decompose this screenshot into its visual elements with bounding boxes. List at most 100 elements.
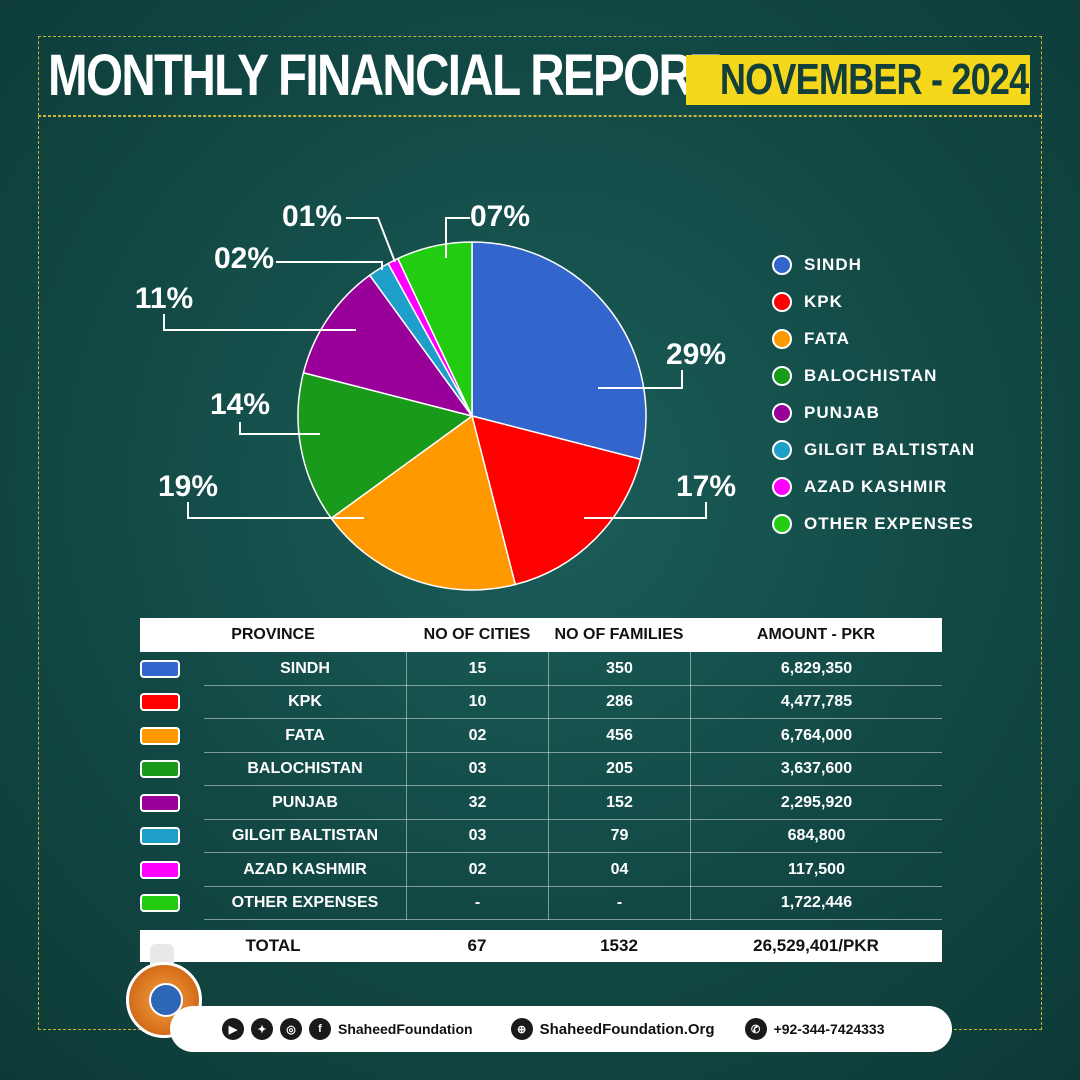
chart-legend: SINDH KPK FATA BALOCHISTAN PUNJAB GILGIT BALT… — [772, 246, 975, 542]
table-row: OTHER EXPENSES - -1,722,446 — [140, 886, 942, 921]
table-row: GILGIT BALTISTAN 03 79 684,800 — [140, 819, 942, 854]
leader-line — [598, 370, 683, 389]
color-swatch — [140, 793, 180, 812]
families-cell: 456 — [548, 719, 690, 753]
leader-line — [163, 314, 356, 331]
pie-slice-balochistan — [297, 371, 474, 520]
province-cell: AZAD KASHMIR — [140, 853, 406, 887]
province-cell: OTHER EXPENSES — [140, 887, 406, 921]
facebook-icon[interactable]: f — [309, 1018, 331, 1040]
cities-cell: 03 — [406, 752, 548, 786]
amount-cell: 1,722,446 — [690, 886, 942, 920]
phone-icon: ✆ — [744, 1018, 767, 1040]
province-name: SINDH — [280, 659, 330, 677]
pie-chart: 29% 17% 19% 14% 11% 02%01% 07% — [135, 200, 736, 591]
header-families: NO OF FAMILIES — [554, 626, 684, 643]
percent-label: 02% — [214, 242, 274, 275]
total-label: TOTAL — [245, 936, 301, 955]
pie-slice-punjab — [302, 274, 474, 418]
instagram-icon[interactable]: ◎ — [280, 1018, 302, 1040]
province-cell: GILGIT BALTISTAN — [140, 820, 406, 854]
leader-line — [276, 261, 383, 270]
color-swatch — [140, 860, 180, 879]
cities-cell: 15 — [406, 652, 548, 686]
amount-cell: 2,295,920 — [690, 786, 942, 820]
color-swatch — [140, 693, 180, 712]
province-name: KPK — [288, 693, 322, 711]
percent-label: 29% — [666, 338, 726, 371]
table-header: PROVINCE NO OF CITIES NO OF FAMILIES AMO… — [140, 618, 942, 652]
financial-table: PROVINCE NO OF CITIES NO OF FAMILIES AMO… — [140, 618, 942, 962]
leader-line — [187, 502, 364, 519]
twitter-icon[interactable]: ✦ — [251, 1018, 273, 1040]
table-total-row: TOTAL 67 1532 26,529,401/PKR — [140, 930, 942, 962]
legend-swatch — [772, 328, 792, 349]
header-province: PROVINCE — [231, 626, 315, 643]
color-swatch — [140, 760, 180, 779]
legend-label: GILGIT BALTISTAN — [804, 439, 976, 459]
province-name: AZAD KASHMIR — [243, 860, 367, 878]
legend-swatch — [772, 513, 792, 534]
legend-swatch — [772, 476, 792, 497]
amount-cell: 6,764,000 — [690, 719, 942, 753]
social-handle[interactable]: ShaheedFoundation — [338, 1021, 473, 1037]
amount-cell: 3,637,600 — [690, 752, 942, 786]
province-cell: KPK — [140, 686, 406, 720]
phone-group: ✆ +92-344-7424333 — [744, 1018, 885, 1040]
title-frame — [38, 36, 1042, 116]
cities-cell: 03 — [406, 819, 548, 853]
table-row: AZAD KASHMIR 02 04 117,500 — [140, 853, 942, 887]
legend-swatch — [772, 439, 792, 460]
cities-cell: 02 — [406, 719, 548, 753]
report-period-badge: NOVEMBER - 2024 — [686, 55, 1030, 105]
legend-item: SINDH — [772, 246, 975, 283]
pie-slice-kpk — [470, 414, 642, 586]
percent-label: 17% — [676, 470, 736, 503]
total-amount: 26,529,401/PKR — [753, 936, 879, 955]
report-period: NOVEMBER - 2024 — [719, 55, 1029, 104]
legend-swatch — [772, 254, 792, 275]
cities-cell: 32 — [406, 786, 548, 820]
pie-slice-fata — [330, 414, 517, 591]
families-cell: 04 — [548, 853, 690, 887]
table-row: KPK 10 286 4,477,785 — [140, 685, 942, 720]
legend-item: AZAD KASHMIR — [772, 468, 975, 505]
province-name: OTHER EXPENSES — [231, 894, 379, 912]
table-row: BALOCHISTAN 03 205 3,637,600 — [140, 752, 942, 787]
legend-item: BALOCHISTAN — [772, 357, 975, 394]
legend-label: PUNJAB — [804, 402, 880, 422]
amount-cell: 684,800 — [690, 819, 942, 853]
province-name: FATA — [285, 726, 325, 744]
families-cell: 79 — [548, 819, 690, 853]
legend-item: GILGIT BALTISTAN — [772, 431, 975, 468]
leader-line — [239, 422, 320, 435]
header-cities: NO OF CITIES — [423, 626, 531, 643]
families-cell: - — [548, 886, 690, 920]
legend-item: FATA — [772, 320, 975, 357]
youtube-icon[interactable]: ▶ — [222, 1018, 244, 1040]
families-cell: 152 — [548, 786, 690, 820]
province-cell: SINDH — [140, 652, 406, 686]
province-cell: BALOCHISTAN — [140, 753, 406, 787]
color-swatch — [140, 827, 180, 846]
percent-label: 07% — [470, 200, 530, 233]
families-cell: 205 — [548, 752, 690, 786]
website-group: ⊕ ShaheedFoundation.Org — [510, 1018, 715, 1040]
legend-item: KPK — [772, 283, 975, 320]
province-name: GILGIT BALTISTAN — [231, 827, 379, 845]
color-swatch — [140, 894, 180, 913]
legend-item: PUNJAB — [772, 394, 975, 431]
province-cell: PUNJAB — [140, 786, 406, 820]
percent-label: 11% — [135, 282, 193, 315]
contact-footer: ▶ ✦ ◎ f ShaheedFoundation ⊕ ShaheedFound… — [170, 1006, 952, 1052]
leader-line — [584, 502, 707, 519]
phone-number[interactable]: +92-344-7424333 — [773, 1021, 885, 1037]
table-row: SINDH 15 350 6,829,350 — [140, 652, 942, 686]
cities-cell: 02 — [406, 853, 548, 887]
website-link[interactable]: ShaheedFoundation.Org — [539, 1020, 715, 1038]
province-name: BALOCHISTAN — [247, 760, 363, 778]
total-families: 1532 — [600, 936, 638, 955]
percent-label: 19% — [158, 470, 218, 503]
legend-swatch — [772, 365, 792, 386]
globe-icon: ⊕ — [510, 1018, 533, 1040]
